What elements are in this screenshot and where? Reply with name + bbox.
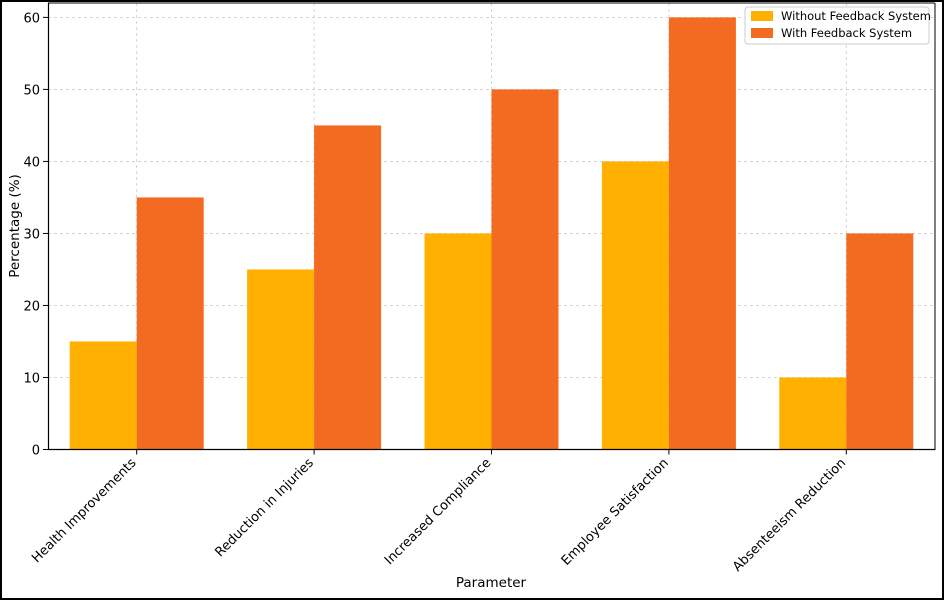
bar-without-0 (69, 341, 137, 450)
bar-without-1 (247, 269, 315, 450)
x-tick-label: Reduction in Injuries (212, 456, 317, 561)
y-tick-label: 30 (23, 227, 40, 242)
bar-with-4 (846, 233, 914, 450)
legend-box (744, 6, 930, 45)
legend-swatch-with (751, 28, 773, 38)
y-tick-label: 0 (32, 444, 40, 459)
legend-swatch-without (751, 11, 773, 21)
y-axis-label: Percentage (%) (7, 174, 23, 278)
x-tick-label: Increased Compliance (382, 456, 494, 568)
x-ticks: Health Improvements Reduction in Injuries… (29, 449, 849, 575)
y-tick-label: 50 (23, 83, 40, 98)
bar-with-0 (136, 197, 204, 450)
bar-with-3 (668, 17, 736, 450)
bar-without-2 (424, 233, 492, 450)
bar-without-3 (601, 161, 669, 450)
legend: Without Feedback System With Feedback Sy… (744, 6, 931, 45)
legend-label-with: With Feedback System (781, 26, 912, 40)
y-tick-label: 40 (23, 155, 40, 170)
y-tick-label: 20 (23, 299, 40, 314)
bar-without-4 (779, 377, 847, 450)
legend-label-without: Without Feedback System (781, 9, 931, 23)
x-axis-label: Parameter (456, 575, 527, 591)
bar-with-2 (491, 89, 559, 450)
y-tick-label: 60 (23, 11, 40, 26)
x-tick-label: Health Improvements (29, 456, 140, 567)
y-tick-label: 10 (23, 371, 40, 386)
y-ticks: 0 10 20 30 40 50 60 (23, 11, 48, 459)
bar-with-1 (314, 125, 382, 450)
x-tick-label: Employee Satisfaction (559, 456, 672, 569)
bars (69, 17, 914, 450)
x-tick-label: Absenteeism Reduction (730, 456, 849, 575)
